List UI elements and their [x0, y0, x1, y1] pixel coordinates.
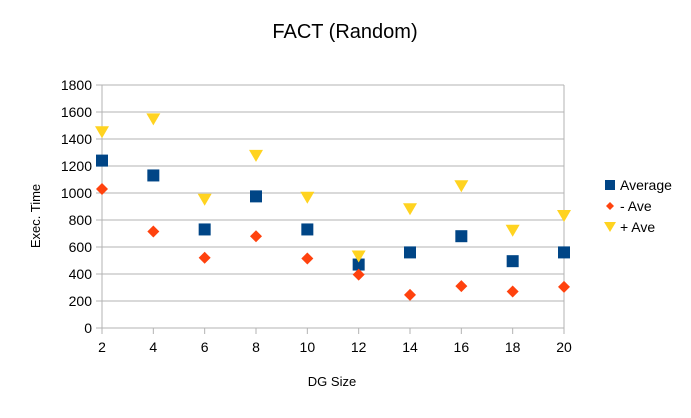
x-tick-label: 18	[505, 339, 521, 355]
series-square	[96, 154, 570, 271]
data-point	[404, 246, 416, 259]
data-point	[198, 223, 211, 236]
data-point	[95, 126, 109, 139]
data-point	[250, 190, 262, 203]
y-tick-label: 600	[69, 239, 93, 255]
legend: Average - Ave + Ave	[604, 177, 672, 235]
series-diamond	[96, 182, 570, 301]
y-tick-label: 200	[69, 293, 93, 309]
data-point	[300, 191, 315, 204]
legend-marker	[606, 202, 614, 210]
y-tick-label: 1600	[61, 104, 92, 120]
data-points	[95, 113, 571, 301]
data-point	[558, 246, 570, 259]
y-tick-label: 1200	[61, 158, 92, 174]
series-triangle-down	[95, 113, 571, 263]
legend-label: Average	[620, 177, 672, 193]
x-axis-label: DG Size	[308, 374, 356, 389]
y-tick-label: 0	[84, 320, 92, 336]
data-point	[403, 203, 417, 216]
axes	[96, 84, 565, 334]
x-tick-label: 8	[252, 339, 260, 355]
data-point	[455, 230, 468, 243]
data-point	[96, 182, 108, 195]
data-point	[301, 252, 314, 265]
legend-marker	[604, 222, 616, 232]
x-tick-label: 10	[300, 339, 316, 355]
data-point	[147, 225, 160, 238]
y-tick-label: 1000	[61, 185, 92, 201]
x-tick-label: 2	[98, 339, 106, 355]
gridlines	[102, 84, 564, 329]
data-point	[557, 209, 571, 222]
data-point	[455, 280, 468, 293]
data-point	[454, 180, 469, 193]
y-tick-labels: 0 200 400 600 800 1000 1200 1400 1600 1800	[61, 77, 92, 336]
data-point	[96, 154, 108, 167]
y-tick-label: 800	[69, 212, 93, 228]
y-tick-label: 400	[69, 266, 93, 282]
y-tick-label: 1400	[61, 131, 92, 147]
legend-marker	[605, 180, 615, 190]
x-tick-label: 6	[201, 339, 209, 355]
legend-label: + Ave	[620, 219, 655, 235]
data-point	[352, 258, 365, 271]
data-point	[197, 193, 212, 206]
x-tick-labels: 2 4 6 8 10 12 14 16 18 20	[98, 339, 572, 355]
data-point	[558, 280, 570, 293]
x-tick-label: 12	[351, 339, 367, 355]
x-tick-label: 14	[402, 339, 418, 355]
data-point	[351, 250, 366, 263]
x-tick-label: 16	[454, 339, 470, 355]
data-point	[198, 251, 211, 264]
data-point	[404, 288, 416, 301]
legend-label: - Ave	[620, 198, 652, 214]
chart-title: FACT (Random)	[272, 21, 417, 43]
data-point	[301, 223, 314, 236]
x-tick-label: 4	[149, 339, 157, 355]
data-point	[506, 285, 519, 298]
data-point	[505, 224, 520, 237]
data-point	[146, 113, 161, 126]
data-point	[249, 149, 263, 162]
y-axis-label: Exec. Time	[28, 184, 43, 248]
data-point	[506, 255, 519, 268]
data-point	[250, 230, 262, 243]
data-point	[147, 169, 160, 182]
data-point	[352, 268, 365, 281]
y-tick-label: 1800	[61, 77, 92, 93]
x-tick-label: 20	[556, 339, 572, 355]
